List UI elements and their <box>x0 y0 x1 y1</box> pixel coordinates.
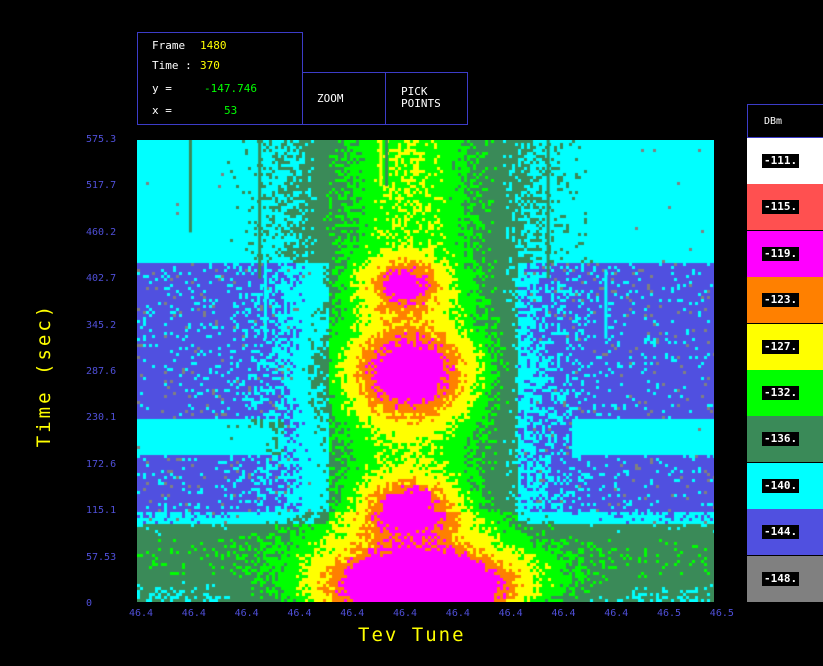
legend-swatch: -148. <box>747 555 823 602</box>
legend-swatch: -123. <box>747 277 823 324</box>
waterfall-plot[interactable] <box>137 140 714 602</box>
x-tick-label: 46.4 <box>498 608 523 619</box>
x-tick-label: 46.4 <box>234 608 259 619</box>
legend-swatch-label: -127. <box>762 339 800 354</box>
cursor-readout-panel: Frame 1480 Time : 370 y = -147.746 x = 5… <box>137 32 303 125</box>
y-tick-label: 57.53 <box>86 551 117 563</box>
legend-swatch-label: -111. <box>762 154 800 168</box>
pick-points-button[interactable]: PICK POINTS <box>385 72 468 125</box>
y-value: -147.746 <box>204 82 257 95</box>
time-label: Time : <box>152 59 192 72</box>
zoom-button-label: ZOOM <box>317 92 344 105</box>
legend-swatch: -127. <box>747 323 823 370</box>
y-tick-label: 402.7 <box>86 273 117 285</box>
x-tick-label: 46.4 <box>551 608 576 619</box>
legend-title-text: DBm <box>764 116 783 127</box>
heatmap-canvas[interactable] <box>137 140 714 602</box>
pick-points-button-label: PICK POINTS <box>401 86 441 110</box>
time-value: 370 <box>200 59 220 72</box>
legend-swatch-label: -119. <box>762 246 800 261</box>
y-tick-label: 345.2 <box>86 319 117 331</box>
legend-swatch: -144. <box>747 509 823 556</box>
x-tick-label: 46.4 <box>445 608 470 619</box>
pick-line-1: PICK <box>401 85 428 98</box>
legend-swatch: -132. <box>747 370 823 416</box>
x-tick-label: 46.5 <box>709 608 734 619</box>
legend-swatch: -111. <box>747 138 823 184</box>
legend-swatch-label: -115. <box>762 200 800 215</box>
legend-swatch-label: -140. <box>762 478 800 493</box>
x-tick-label: 46.4 <box>340 608 365 619</box>
pick-line-2: POINTS <box>401 97 441 110</box>
legend-swatch-label: -144. <box>762 525 800 540</box>
y-tick-label: 230.1 <box>86 412 117 424</box>
y-tick-label: 172.6 <box>86 458 117 470</box>
legend-swatch-label: -148. <box>762 571 800 586</box>
legend-title: DBm <box>747 104 823 138</box>
legend-swatch-label: -132. <box>762 386 800 400</box>
x-tick-label: 46.4 <box>604 608 629 619</box>
y-tick-label: 460.2 <box>86 226 117 238</box>
legend-swatch: -115. <box>747 184 823 231</box>
x-tick-label: 46.4 <box>393 608 418 619</box>
frame-label: Frame <box>152 39 186 52</box>
x-tick-label: 46.5 <box>657 608 682 619</box>
zoom-button[interactable]: ZOOM <box>302 72 386 125</box>
legend-swatch: -136. <box>747 416 823 463</box>
legend-swatch-label: -123. <box>762 293 800 308</box>
x-label: x = <box>152 104 172 117</box>
y-label: y = <box>152 82 172 95</box>
x-axis-label: Tev Tune <box>358 624 466 646</box>
legend-swatch: -119. <box>747 230 823 277</box>
y-tick-label: 517.7 <box>86 180 117 192</box>
x-tick-label: 46.4 <box>287 608 312 619</box>
color-legend: DBm -111. -115. -119. -123. -127. -132. -136. -… <box>747 104 823 602</box>
y-tick-label: 0 <box>86 598 93 609</box>
y-axis-label: Time (sec) <box>33 302 55 448</box>
x-tick-label: 46.4 <box>129 608 154 619</box>
frame-value: 1480 <box>200 39 227 52</box>
x-tick-label: 46.4 <box>181 608 206 619</box>
y-tick-label: 575.3 <box>86 134 117 145</box>
y-tick-label: 287.6 <box>86 366 117 377</box>
legend-swatch-label: -136. <box>762 432 800 447</box>
x-value: 53 <box>224 104 238 117</box>
legend-swatch: -140. <box>747 462 823 509</box>
y-tick-label: 115.1 <box>86 505 117 517</box>
